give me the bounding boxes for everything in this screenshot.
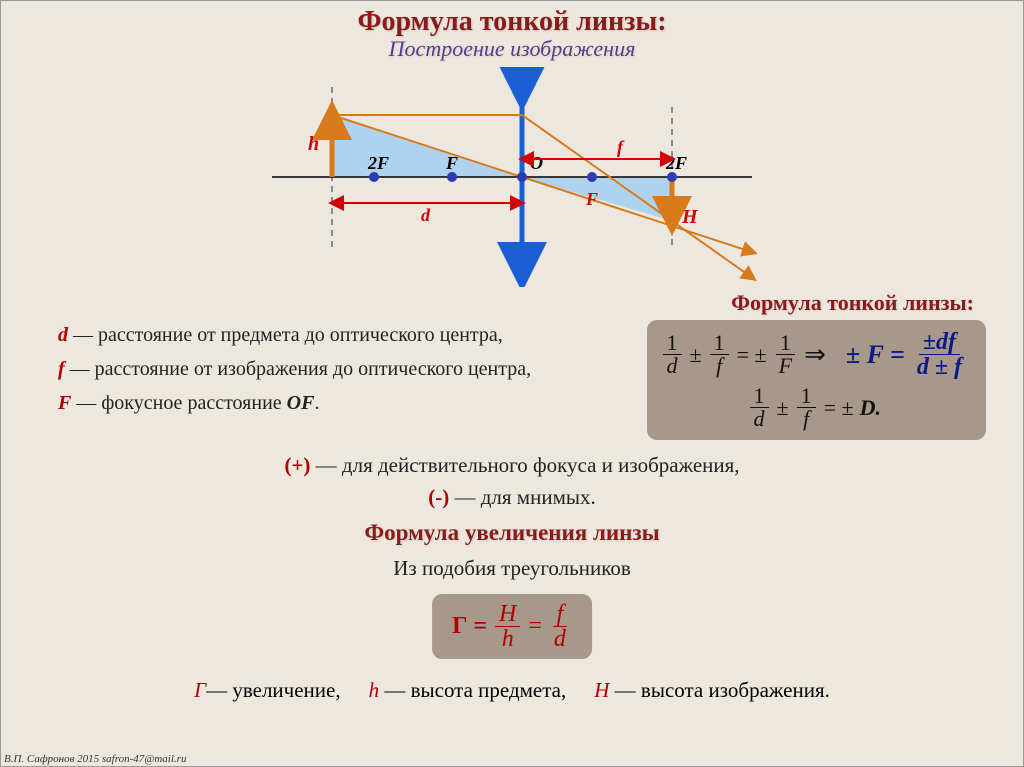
svg-text:d: d bbox=[421, 205, 431, 225]
main-title: Формула тонкой линзы: bbox=[0, 0, 1024, 38]
footer-credit: В.П. Сафронов 2015 safron-47@mail.ru bbox=[4, 753, 186, 765]
bottom-definitions: Г— увеличение,h — высота предмета,H — вы… bbox=[0, 678, 1024, 703]
svg-text:2F: 2F bbox=[665, 153, 687, 173]
lens-formula-box: 1d ± 1f = ± 1F ⇒ ± F = ±dfd ± f 1d ± 1f … bbox=[647, 320, 986, 440]
svg-text:2F: 2F bbox=[367, 153, 389, 173]
subtitle: Построение изображения bbox=[0, 36, 1024, 62]
similarity-text: Из подобия треугольников bbox=[0, 556, 1024, 581]
symbol-definitions: d — расстояние от предмета до оптическог… bbox=[58, 318, 531, 420]
magnification-title: Формула увеличения линзы bbox=[0, 520, 1024, 546]
svg-text:h: h bbox=[308, 133, 319, 155]
svg-text:H: H bbox=[681, 206, 699, 228]
svg-text:F: F bbox=[585, 189, 598, 209]
sign-convention: (+) — для действительного фокуса и изобр… bbox=[0, 450, 1024, 513]
magnification-formula-box: Г = Hh = fd bbox=[432, 594, 592, 659]
svg-text:F: F bbox=[445, 153, 458, 173]
svg-text:f: f bbox=[617, 137, 625, 157]
svg-text:O: O bbox=[530, 153, 543, 173]
lens-diagram: 2F F O F 2F d f h H bbox=[252, 67, 772, 287]
formula-header: Формула тонкой линзы: bbox=[731, 290, 974, 316]
